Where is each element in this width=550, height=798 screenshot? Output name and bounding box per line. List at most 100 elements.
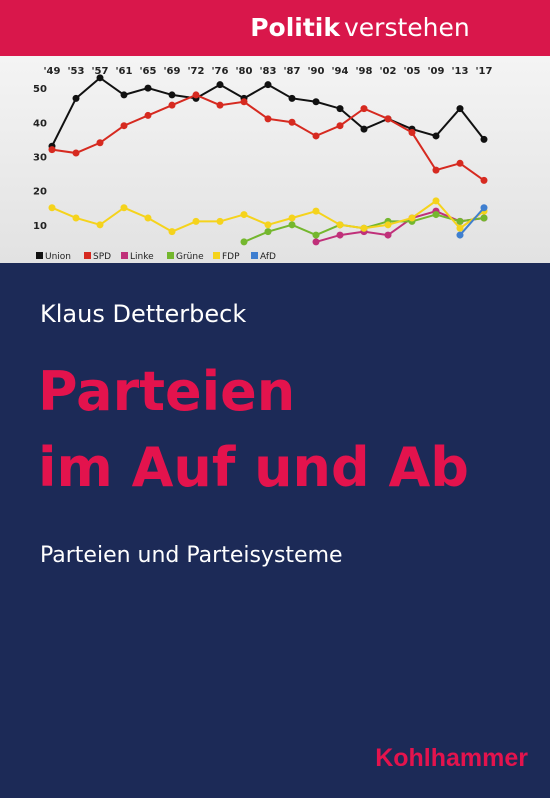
data-point [480, 214, 488, 222]
x-tick-label: '09 [428, 66, 445, 77]
y-tick-label: 50 [33, 84, 47, 95]
cover-body [0, 263, 550, 798]
y-tick-label: 20 [33, 187, 47, 198]
author: Klaus Detterbeck [40, 300, 246, 328]
data-point [72, 214, 80, 222]
data-point [96, 74, 104, 82]
data-point [168, 91, 176, 99]
x-tick-label: '98 [356, 66, 373, 77]
data-point [144, 111, 152, 119]
data-point [312, 207, 320, 215]
legend-label: Linke [130, 252, 154, 262]
data-point [240, 238, 248, 246]
data-point [48, 146, 56, 154]
header-band [0, 0, 550, 56]
data-point [144, 84, 152, 92]
legend-label: Grüne [176, 252, 204, 262]
data-point [408, 129, 416, 137]
data-point [72, 149, 80, 157]
data-point [192, 217, 200, 225]
x-tick-label: '72 [188, 66, 205, 77]
data-point [120, 122, 128, 130]
subtitle: Parteien und Parteisysteme [40, 543, 343, 568]
data-point [264, 115, 272, 123]
data-point [408, 214, 416, 222]
data-point [96, 221, 104, 229]
data-point [240, 211, 248, 219]
data-point [192, 91, 200, 99]
x-tick-label: '13 [452, 66, 469, 77]
x-tick-label: '83 [260, 66, 277, 77]
data-point [264, 228, 272, 236]
data-point [384, 221, 392, 229]
data-point [432, 197, 440, 205]
series-line [459, 207, 485, 236]
legend-label: SPD [93, 252, 111, 262]
x-tick-label: '80 [236, 66, 253, 77]
data-point [456, 224, 464, 232]
data-point [168, 228, 176, 236]
x-tick-label: '61 [116, 66, 133, 77]
legend-swatch [84, 252, 91, 259]
data-point [480, 176, 488, 184]
data-point [288, 118, 296, 126]
data-point [432, 132, 440, 140]
data-point [96, 139, 104, 147]
data-point [264, 221, 272, 229]
y-tick-label: 10 [33, 221, 47, 232]
data-point [432, 211, 440, 219]
x-tick-label: '87 [284, 66, 301, 77]
x-tick-label: '53 [68, 66, 85, 77]
legend-swatch [36, 252, 43, 259]
x-tick-label: '57 [92, 66, 109, 77]
x-tick-label: '02 [380, 66, 397, 77]
chart: 10 20 30 40 50 '49 '53 '57 '61 '65 '69 '72 '76 '80 '83… [33, 66, 492, 262]
x-tick-label: '49 [44, 66, 61, 77]
data-point [120, 204, 128, 212]
data-point [432, 166, 440, 174]
chart-background [0, 56, 550, 263]
x-tick-label: '17 [476, 66, 493, 77]
data-point [144, 214, 152, 222]
data-point [216, 217, 224, 225]
data-point [288, 214, 296, 222]
x-tick-label: '65 [140, 66, 157, 77]
data-point [336, 105, 344, 113]
legend-swatch [251, 252, 258, 259]
data-point [456, 217, 464, 225]
data-point [384, 231, 392, 239]
publisher: Kohlhammer [375, 744, 528, 772]
x-tick-label: '69 [164, 66, 181, 77]
data-point [240, 98, 248, 106]
data-point [336, 221, 344, 229]
data-point [216, 81, 224, 89]
legend-swatch [121, 252, 128, 259]
data-point [72, 94, 80, 102]
data-point [216, 101, 224, 109]
data-point [336, 231, 344, 239]
series-bold: Politik [250, 13, 341, 42]
data-point [456, 105, 464, 113]
x-tick-label: '90 [308, 66, 325, 77]
y-tick-label: 30 [33, 152, 47, 163]
data-point [360, 105, 368, 113]
data-point [312, 231, 320, 239]
data-point [312, 132, 320, 140]
legend-swatch [213, 252, 220, 259]
data-point [360, 125, 368, 133]
data-point [48, 204, 56, 212]
legend-label: FDP [222, 252, 240, 262]
legend-swatch [167, 252, 174, 259]
data-point [120, 91, 128, 99]
data-point [288, 221, 296, 229]
data-point [456, 159, 464, 167]
x-tick-label: '05 [404, 66, 421, 77]
data-point [384, 115, 392, 123]
data-point [480, 204, 488, 212]
x-tick-label: '94 [332, 66, 349, 77]
data-point [288, 94, 296, 102]
data-point [456, 231, 464, 239]
data-point [168, 101, 176, 109]
